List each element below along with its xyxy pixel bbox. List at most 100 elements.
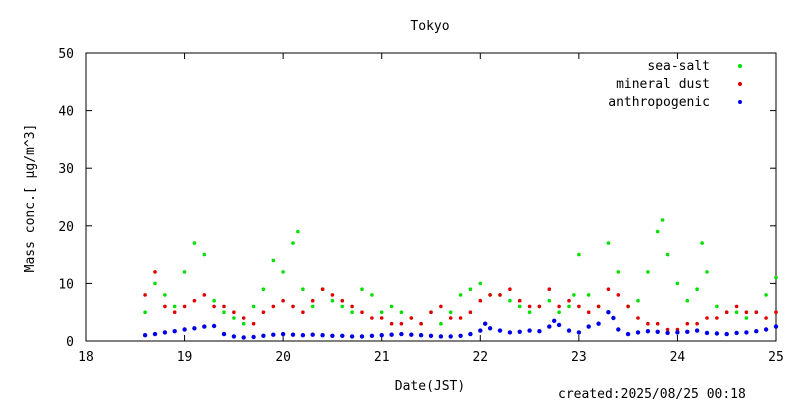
data-point [636, 298, 640, 303]
data-point [773, 324, 779, 329]
series-sea-salt [143, 218, 778, 326]
series-mineral-dust [143, 270, 778, 332]
data-point [586, 293, 591, 297]
data-point [296, 229, 300, 234]
data-point [429, 310, 433, 315]
data-point [310, 332, 315, 337]
data-point [478, 328, 483, 333]
data-point [182, 270, 187, 274]
data-point [291, 241, 295, 245]
data-point [675, 281, 680, 286]
chart-title: Tokyo [410, 19, 449, 34]
data-point [281, 298, 285, 303]
data-point [143, 293, 147, 297]
data-point [418, 333, 424, 338]
data-point [552, 318, 557, 323]
data-point [389, 321, 394, 326]
x-tick-label: 19 [177, 350, 193, 365]
data-point [626, 304, 630, 309]
data-point [271, 258, 276, 263]
data-point [448, 334, 453, 339]
data-point [182, 304, 187, 309]
series-anthropogenic [142, 310, 779, 340]
data-point [645, 329, 651, 334]
data-point [439, 304, 443, 309]
data-point [566, 328, 572, 333]
data-point [695, 321, 699, 326]
data-point [556, 322, 562, 328]
data-point [606, 287, 611, 292]
data-point [399, 321, 404, 326]
legend: sea-salt mineral dust anthropogenic [608, 59, 742, 110]
data-point [241, 316, 246, 320]
data-point [409, 332, 414, 337]
data-point [606, 241, 611, 245]
data-point [251, 334, 256, 340]
data-point [438, 334, 444, 339]
data-point [468, 287, 473, 292]
data-point [142, 333, 148, 338]
data-point [497, 328, 503, 333]
data-point [557, 310, 561, 315]
data-point [379, 333, 384, 338]
data-point [596, 321, 601, 326]
data-point [211, 323, 217, 329]
data-point [611, 315, 616, 321]
data-point [498, 293, 502, 297]
data-point [646, 270, 650, 274]
data-point [458, 316, 463, 320]
data-point [281, 270, 285, 274]
data-point [665, 330, 670, 336]
data-point [468, 331, 473, 337]
data-point [537, 304, 542, 309]
data-point [774, 275, 778, 280]
data-point [261, 310, 266, 315]
data-point [379, 316, 384, 320]
data-point [310, 304, 315, 309]
data-point [527, 328, 532, 333]
data-point [360, 310, 364, 315]
data-point [320, 333, 325, 338]
y-tick-label: 50 [58, 47, 74, 62]
data-point [291, 304, 295, 309]
data-point [202, 293, 207, 297]
y-tick-label: 40 [58, 105, 74, 120]
data-point [655, 329, 660, 334]
data-point [202, 252, 207, 257]
data-point [163, 304, 167, 309]
legend-label: anthropogenic [608, 95, 710, 110]
data-point [310, 298, 315, 303]
x-tick-label: 24 [670, 350, 686, 365]
data-point [734, 304, 739, 309]
data-point [251, 304, 256, 309]
data-point [517, 304, 522, 309]
data-point [330, 293, 335, 297]
data-point [744, 310, 749, 315]
data-point [458, 293, 463, 297]
data-point [547, 287, 552, 292]
data-point [487, 326, 493, 331]
data-point [507, 330, 513, 335]
data-point [557, 304, 561, 309]
data-point [153, 281, 157, 286]
data-point [448, 316, 453, 320]
data-point [488, 293, 492, 297]
y-axis: 0 10 20 30 40 50 [58, 47, 776, 350]
data-point [172, 329, 177, 334]
x-tick-label: 25 [768, 350, 784, 365]
data-point [448, 310, 453, 315]
plot-area [142, 218, 779, 340]
data-point [360, 287, 364, 292]
data-point [665, 252, 670, 257]
data-point [232, 316, 236, 320]
created-timestamp: created:2025/08/25 00:18 [558, 387, 746, 400]
data-point [409, 316, 414, 320]
data-point [616, 293, 621, 297]
data-point [320, 287, 325, 292]
data-point [271, 332, 276, 337]
data-point [660, 218, 665, 222]
x-tick-label: 23 [571, 350, 587, 365]
data-point [724, 331, 729, 337]
data-point [763, 327, 769, 332]
